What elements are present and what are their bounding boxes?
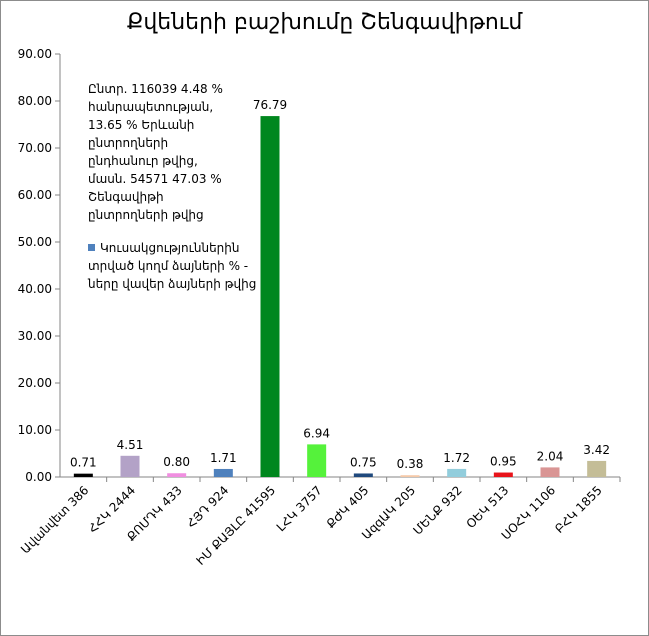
data-label: 1.72 [443,451,470,465]
data-label: 0.95 [490,455,517,469]
x-tick-label: ՄԵՆՔ 932 [410,483,464,537]
y-tick-label: 0.00 [25,470,52,484]
y-tick-label: 20.00 [18,376,52,390]
x-tick-label: ԻՄ ՔԱՅԼԸ 41595 [193,483,278,568]
x-tick-label: ՀՅԴ 924 [184,483,231,530]
data-label: 0.71 [70,456,97,470]
x-tick-label: Ավանվետ 386 [18,483,91,556]
bar [447,468,467,477]
data-label: 4.51 [117,438,144,452]
bar [307,444,327,477]
data-label: 0.75 [350,455,377,469]
bar [493,472,513,477]
data-label: 76.79 [253,98,287,112]
legend-label: Կուսակցություններին տրված կողմ ձայների %… [88,241,257,291]
y-tick-label: 80.00 [18,94,52,108]
data-label: 2.04 [537,449,564,463]
bar [540,467,560,477]
data-label: 1.71 [210,451,237,465]
bar [400,475,420,477]
bar [73,473,93,477]
bar [587,460,607,477]
x-tick-label: ԼՀԿ 3757 [274,483,325,534]
y-tick-label: 30.00 [18,329,52,343]
x-tick-label: ՔԺԿ 405 [324,483,372,531]
x-tick-label: ՕԵԿ 513 [464,483,512,531]
data-label: 0.80 [163,455,190,469]
y-tick-label: 40.00 [18,282,52,296]
data-label: 3.42 [583,443,610,457]
x-tick-label: ԲՀԿ 1855 [552,483,605,536]
y-tick-label: 50.00 [18,235,52,249]
legend-swatch [88,244,95,251]
y-tick-label: 10.00 [18,423,52,437]
y-tick-label: 70.00 [18,141,52,155]
bar [213,468,233,477]
bar [260,116,280,477]
chart-annotation: Ընտր. 116039 4.48 % հանրապետության, 13.6… [88,82,223,222]
y-tick-label: 90.00 [18,47,52,61]
legend: Կուսակցություններին տրված կողմ ձայների %… [88,239,258,293]
bar [167,473,187,477]
bar [120,455,140,477]
y-tick-label: 60.00 [18,188,52,202]
data-label: 0.38 [397,457,424,471]
chart-title: Քվեների բաշխումը Շենգավիթում [126,10,523,35]
bar [353,473,373,477]
data-label: 6.94 [303,426,330,440]
